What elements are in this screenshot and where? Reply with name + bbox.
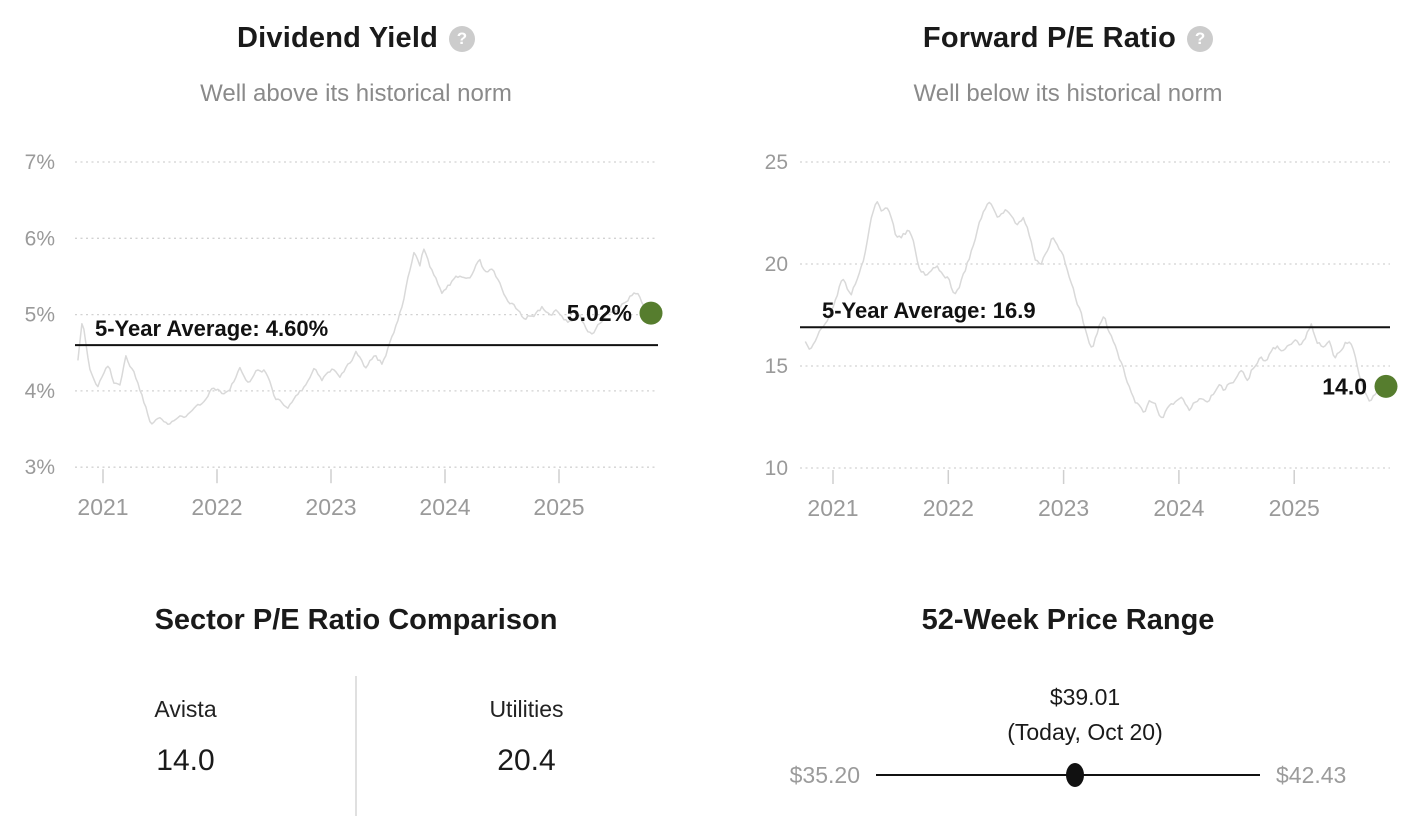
dividend-yield-panel: Dividend Yield ? Well above its historic… [0,0,712,560]
dividend-yield-title: Dividend Yield [236,22,438,54]
sector-column: Utilities 20.4 [357,672,696,816]
price-range-title: 52-Week Price Range [921,604,1215,636]
company-pe-value: 14.0 [156,744,215,777]
help-icon[interactable]: ? [449,25,475,52]
sector-pe-comparison: Avista 14.0 Utilities 20.4 [16,672,696,816]
forward-pe-subtitle: Well below its historical norm [913,80,1223,107]
svg-text:4%: 4% [25,380,55,403]
range-high-label: $42.43 [1276,761,1347,788]
today-price-block: $39.01 (Today, Oct 20) [712,682,1424,752]
svg-text:10: 10 [765,457,788,480]
range-track [876,763,1260,787]
dividend-yield-chart: 7% 6% 5% 4% 3% 2021 2022 2023 2024 2025 5-Year Ave… [25,151,663,520]
svg-text:25: 25 [765,151,788,174]
svg-text:2022: 2022 [923,495,974,521]
dividend-yield-subtitle: Well above its historical norm [200,80,512,107]
company-column: Avista 14.0 [16,672,355,816]
help-icon[interactable]: ? [1187,25,1214,52]
svg-text:2024: 2024 [419,494,470,520]
svg-text:2023: 2023 [305,494,356,520]
price-range-panel: 52-Week Price Range $39.01 (Today, Oct 2… [712,560,1424,834]
svg-text:2022: 2022 [191,494,242,520]
svg-text:2024: 2024 [1153,495,1204,521]
sector-pe-panel: Sector P/E Ratio Comparison Avista 14.0 … [0,560,712,834]
svg-text:14.0: 14.0 [1322,373,1367,399]
dividend-yield-header: Dividend Yield ? [0,22,712,55]
range-low-label: $35.20 [789,761,860,788]
forward-pe-chart: 25 20 15 10 2021 2022 2023 2024 2025 5-Year Avera… [765,151,1398,521]
forward-pe-panel: Forward P/E Ratio ? Well below its histo… [712,0,1424,560]
current-price: $39.01 [1049,684,1121,710]
svg-text:7%: 7% [25,151,55,174]
sector-pe-title: Sector P/E Ratio Comparison [154,604,558,636]
question-mark-glyph: ? [456,28,468,48]
svg-text:2025: 2025 [1269,495,1320,521]
sector-name: Utilities [489,696,564,722]
price-range-slider: $35.20 $42.43 [712,760,1424,790]
current-price-date: (Today, Oct 20) [1007,719,1163,745]
svg-text:5%: 5% [25,304,55,327]
svg-text:5-Year Average: 16.9: 5-Year Average: 16.9 [822,298,1036,323]
svg-text:5.02%: 5.02% [567,300,632,326]
svg-text:20: 20 [765,253,788,276]
svg-text:2021: 2021 [77,494,128,520]
svg-text:2021: 2021 [807,495,858,521]
company-name: Avista [154,696,217,722]
svg-text:6%: 6% [25,227,55,250]
current-price-marker [1065,763,1084,787]
svg-text:5-Year Average: 4.60%: 5-Year Average: 4.60% [95,316,328,341]
forward-pe-title: Forward P/E Ratio [922,22,1177,54]
vertical-divider [355,676,357,816]
sector-pe-value: 20.4 [497,744,556,777]
question-mark-glyph: ? [1194,28,1206,48]
forward-pe-header: Forward P/E Ratio ? [712,22,1424,55]
svg-text:15: 15 [765,355,788,378]
svg-text:2025: 2025 [533,494,584,520]
svg-text:3%: 3% [25,456,55,479]
svg-text:2023: 2023 [1038,495,1089,521]
